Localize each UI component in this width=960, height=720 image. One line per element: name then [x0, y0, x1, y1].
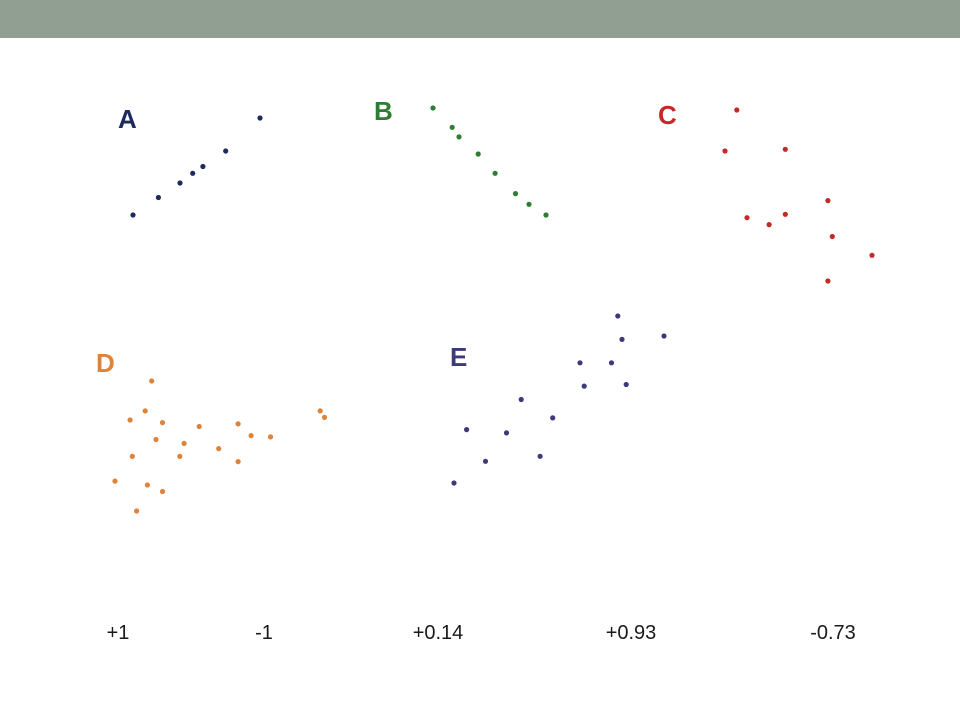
point-c-5 — [782, 211, 788, 217]
point-d-5 — [235, 421, 241, 427]
point-c-4 — [744, 215, 750, 221]
point-d-0 — [149, 378, 155, 384]
panel-label-b: B — [374, 96, 393, 126]
point-e-0 — [451, 480, 457, 486]
point-e-1 — [464, 427, 470, 433]
point-b-0 — [430, 105, 436, 111]
point-d-13 — [235, 459, 241, 465]
panel-b: B — [374, 96, 549, 218]
point-d-12 — [177, 453, 183, 459]
point-d-2 — [127, 417, 133, 423]
point-c-8 — [825, 278, 831, 284]
point-e-6 — [550, 415, 556, 421]
point-e-10 — [615, 313, 621, 319]
point-d-19 — [321, 414, 328, 420]
panel-label-a: A — [118, 104, 137, 134]
point-d-18 — [317, 408, 323, 414]
point-c-6 — [829, 233, 835, 240]
answer-2: -1 — [255, 622, 273, 644]
point-b-4 — [492, 170, 498, 176]
point-e-3 — [503, 430, 510, 436]
answer-5: -0.73 — [810, 622, 856, 644]
point-e-9 — [608, 360, 615, 366]
point-c-7 — [869, 252, 875, 258]
panel-c: C — [658, 100, 875, 284]
point-d-10 — [216, 446, 222, 452]
point-b-6 — [526, 201, 532, 207]
point-d-1 — [142, 408, 148, 414]
point-e-7 — [577, 360, 583, 366]
panel-a: A — [118, 104, 263, 218]
point-e-13 — [661, 333, 667, 339]
point-b-3 — [475, 151, 481, 157]
point-d-4 — [196, 423, 202, 430]
point-d-3 — [159, 420, 166, 426]
point-c-2 — [782, 146, 788, 152]
point-d-8 — [153, 436, 159, 443]
point-e-12 — [623, 381, 629, 388]
point-d-11 — [129, 453, 135, 459]
point-d-15 — [144, 482, 150, 488]
point-a-0 — [130, 212, 136, 218]
point-c-1 — [722, 148, 728, 154]
point-e-8 — [581, 383, 587, 389]
answer-1: +1 — [106, 622, 130, 644]
point-e-5 — [537, 453, 543, 459]
point-d-9 — [181, 440, 187, 446]
point-d-16 — [159, 488, 166, 495]
header-bar — [0, 0, 960, 38]
panel-e: E — [450, 313, 667, 486]
point-d-7 — [267, 434, 274, 440]
point-e-2 — [482, 458, 489, 464]
panel-label-e: E — [450, 342, 467, 372]
point-d-6 — [248, 433, 254, 439]
answer-4: +0.93 — [605, 622, 657, 644]
point-c-0 — [734, 107, 740, 113]
point-b-5 — [512, 191, 519, 197]
point-a-2 — [177, 180, 183, 186]
answer-3: +0.14 — [412, 622, 464, 644]
correlation-answers: +1 -1 +0.14 +0.93 -0.73 — [0, 622, 960, 654]
point-c-3 — [825, 198, 831, 204]
point-d-17 — [134, 508, 140, 514]
point-e-4 — [518, 396, 524, 403]
point-a-3 — [190, 170, 196, 176]
point-a-5 — [223, 148, 229, 154]
point-b-2 — [456, 134, 462, 140]
panel-d: D — [96, 348, 328, 514]
point-e-11 — [619, 336, 625, 342]
point-c-9 — [766, 222, 772, 228]
panel-label-d: D — [96, 348, 115, 378]
point-a-1 — [155, 194, 161, 201]
panel-label-c: C — [658, 100, 677, 130]
point-b-1 — [449, 124, 455, 130]
point-a-4 — [200, 163, 206, 170]
point-b-7 — [543, 212, 549, 218]
point-a-6 — [257, 115, 263, 121]
point-d-14 — [112, 478, 118, 484]
